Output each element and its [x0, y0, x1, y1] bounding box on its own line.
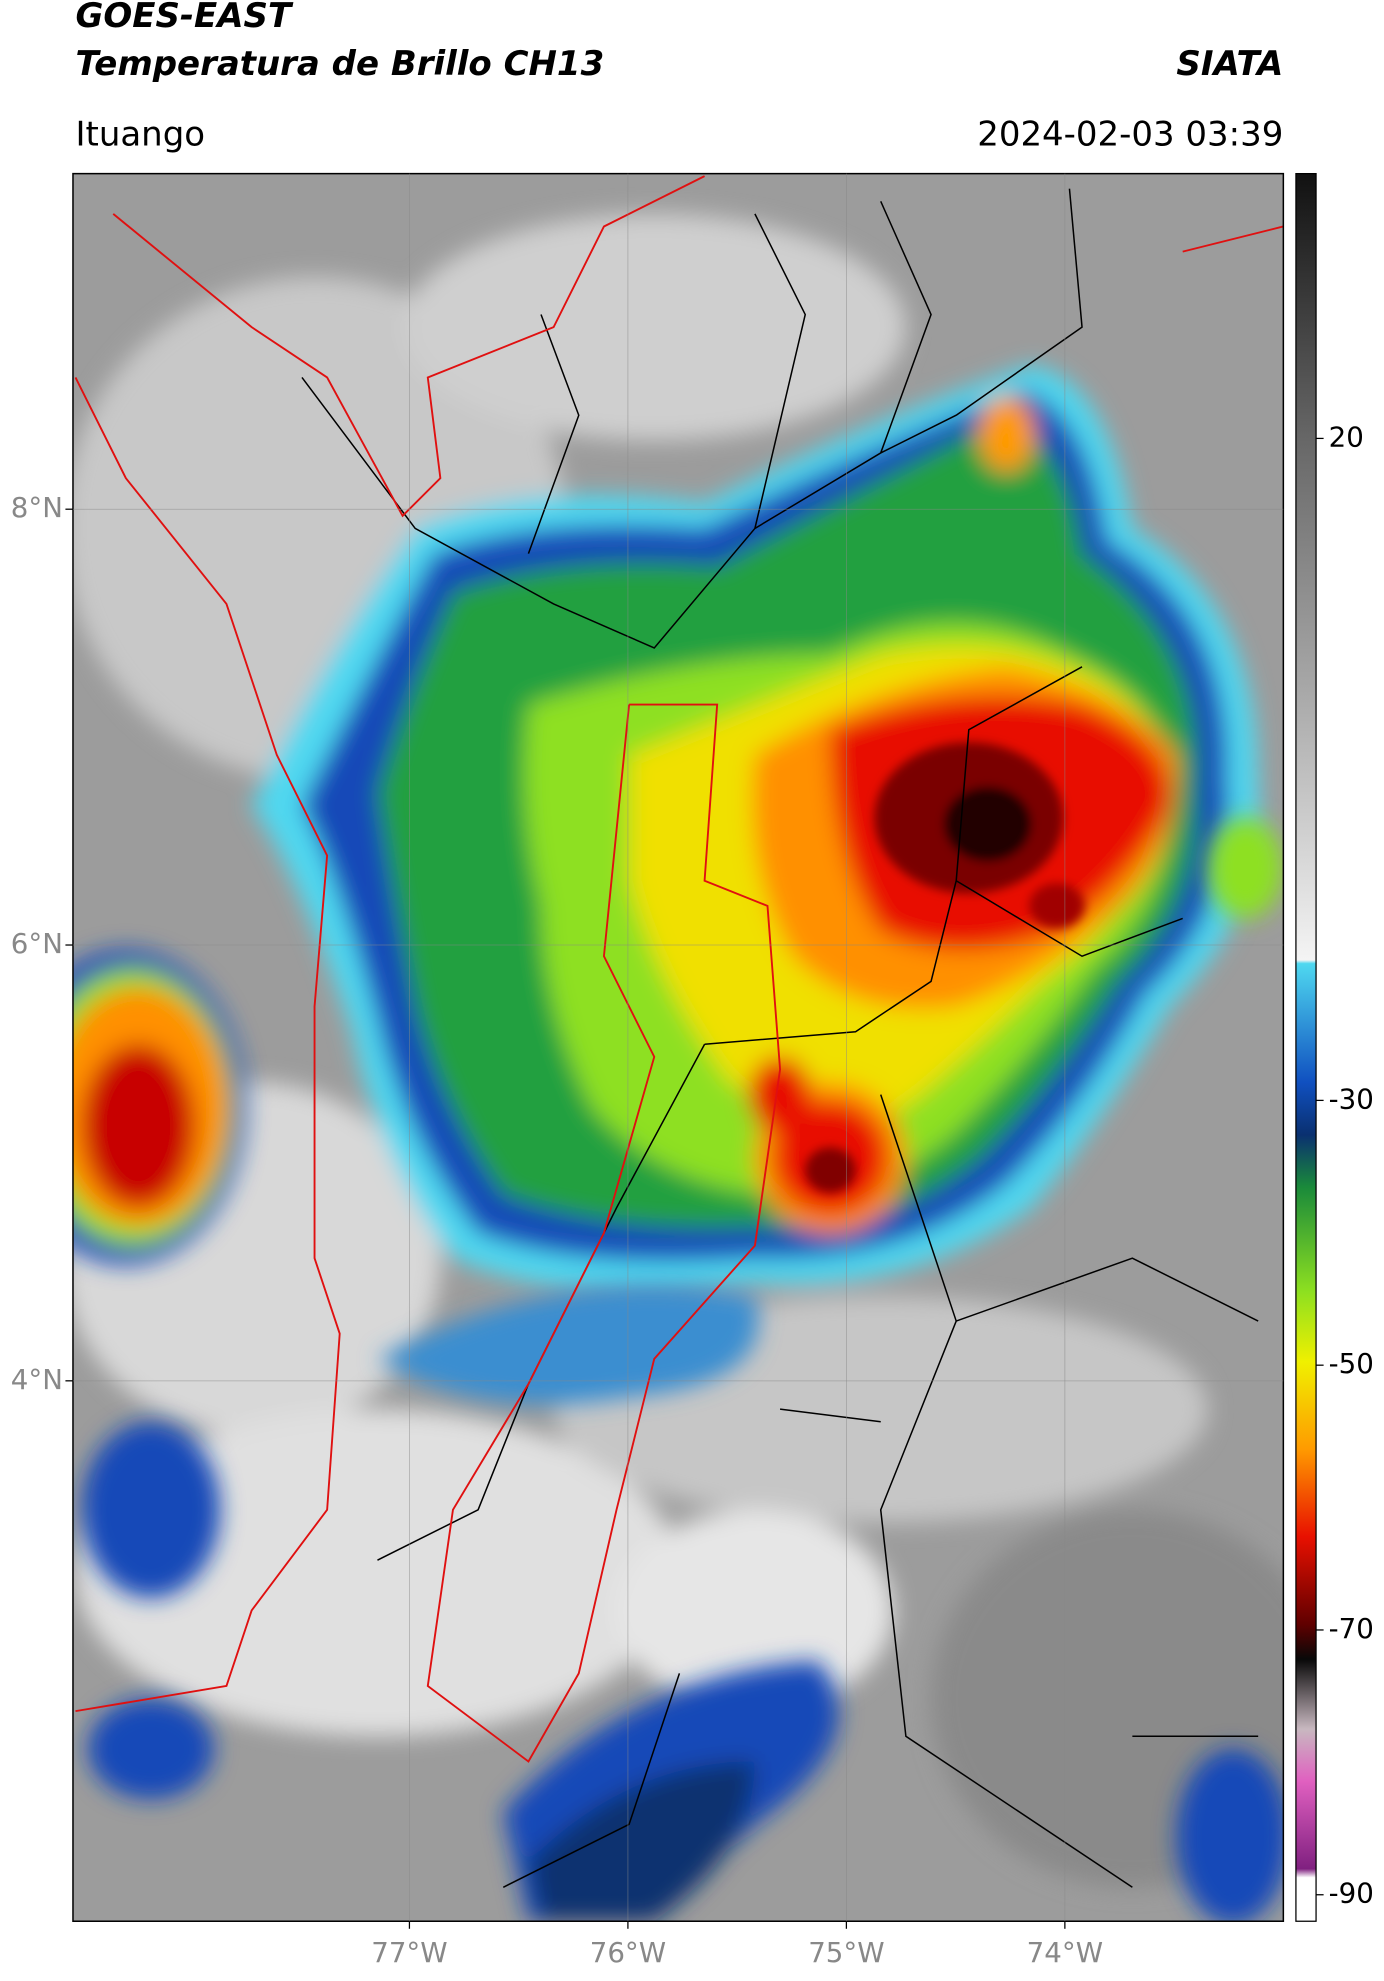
satellite-image: [72, 173, 1284, 1922]
lat-label: 8°N: [11, 491, 63, 524]
colorbar-label: -50: [1329, 1347, 1374, 1380]
colorbar-label: -30: [1329, 1082, 1374, 1115]
lon-label: 77°W: [371, 1936, 447, 1969]
lon-label: 75°W: [808, 1936, 884, 1969]
colorbar-label: 20: [1329, 420, 1364, 453]
lat-label: 6°N: [11, 927, 63, 960]
colorbar: [1295, 172, 1317, 1922]
datetime: 2024-02-03 03:39: [977, 114, 1283, 154]
location: Ituango: [75, 114, 205, 154]
colorbar-label: -70: [1329, 1612, 1374, 1645]
title: GOES-EAST: [75, 0, 293, 36]
brand: SIATA: [1176, 44, 1283, 84]
subtitle: Temperatura de Brillo CH13: [75, 44, 604, 84]
map-frame: [72, 172, 1285, 1922]
colorbar-label: -90: [1329, 1877, 1374, 1910]
lat-label: 4°N: [11, 1363, 63, 1396]
lon-label: 76°W: [590, 1936, 666, 1969]
lon-label: 74°W: [1027, 1936, 1103, 1969]
